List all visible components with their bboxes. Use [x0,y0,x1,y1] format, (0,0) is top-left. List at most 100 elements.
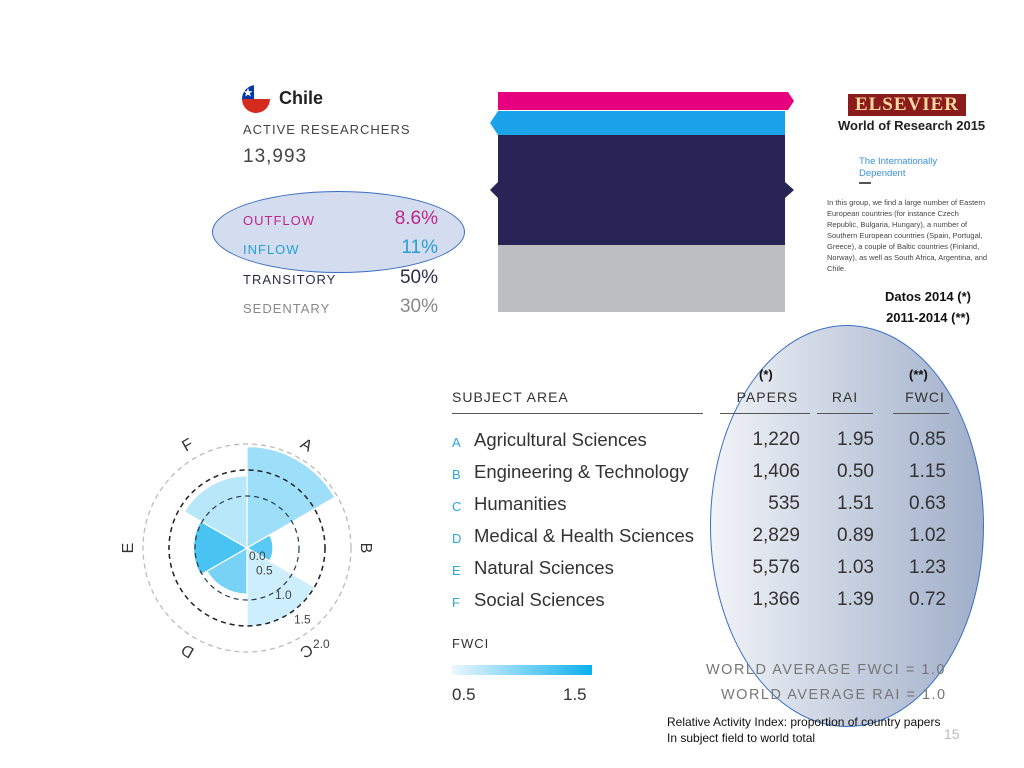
source-title: World of Research 2015 [838,118,986,133]
mobility-bar-transitory [490,135,794,245]
row-rai: 1.95 [837,429,874,450]
row-rai: 0.89 [837,525,874,546]
row-letter: F [452,595,460,610]
category-label-f: F [179,436,196,456]
rai-note-line: In subject field to world total [667,731,816,745]
header-rule [893,413,949,414]
flow-highlight-ellipse [212,191,465,273]
row-letter: D [452,531,462,546]
subject-area-header: SUBJECT AREA [452,389,569,405]
category-label-b: B [357,543,374,554]
category-label-d: D [179,640,198,661]
elsevier-logo: ELSEVIER [848,94,966,116]
row-rai: 1.39 [837,589,874,610]
mobility-bar-sedentary [498,245,785,312]
fwci-marker: (**) [909,367,928,382]
row-rai: 1.03 [837,557,874,578]
polar-sector-e [192,520,249,576]
table-row: D Medical & Health Sciences 2,829 0.89 1… [452,525,952,553]
flow-row-outflow: OUTFLOW 8.6% [243,204,438,230]
row-subject: Engineering & Technology [474,461,689,482]
flow-label: SEDENTARY [243,301,331,316]
source-subtitle-line: Dependent [859,168,906,179]
flow-value: 8.6% [394,208,438,229]
row-papers: 5,576 [752,557,800,578]
row-fwci: 1.15 [909,461,946,482]
fwci-legend-gradient [452,665,592,675]
row-papers: 1,406 [752,461,800,482]
row-letter: B [452,467,461,482]
polar-sector-f [183,475,248,550]
flow-row-inflow: INFLOW 11% [243,233,438,259]
row-fwci: 0.72 [909,589,946,610]
polar-sector-a [246,445,336,550]
header-rule [817,413,873,414]
active-researchers-value: 13,993 [243,146,308,167]
flow-label: TRANSITORY [243,272,337,287]
row-subject: Medical & Health Sciences [474,525,695,546]
header-rule [720,413,810,414]
row-letter: E [452,563,461,578]
country-name: Chile [279,88,324,108]
radial-tick-label: 1.0 [275,588,292,602]
data-years-line: 2011-2014 (**) [886,310,970,325]
source-paragraph: In this group, we find a large number of… [827,198,988,273]
data-years-line: Datos 2014 (*) [885,289,971,304]
active-researchers-label: ACTIVE RESEARCHERS [243,122,411,137]
table-row: C Humanities 535 1.51 0.63 [452,493,952,521]
source-subtitle: The Internationally Dependent [859,156,959,180]
row-fwci: 1.23 [909,557,946,578]
polar-sector-d [206,546,248,595]
row-rai: 1.51 [837,493,874,514]
mobility-bars-chart [490,92,794,312]
fwci-header: FWCI [905,389,945,405]
rai-definition-note: Relative Activity Index: proportion of c… [667,714,940,746]
source-subtitle-line: The Internationally [859,156,938,167]
row-subject: Humanities [474,493,567,514]
row-fwci: 1.02 [909,525,946,546]
fwci-legend-title: FWCI [452,636,490,651]
flow-label: OUTFLOW [243,213,315,228]
row-fwci: 0.63 [909,493,946,514]
rai-note-line: Relative Activity Index: proportion of c… [667,715,941,729]
row-subject: Natural Sciences [474,557,614,578]
flow-value: 30% [399,296,438,317]
papers-marker: (*) [759,367,773,382]
fwci-legend-max: 1.5 [563,685,587,704]
header-rule [452,413,703,414]
reference-ring [168,469,326,627]
row-papers: 1,220 [752,429,800,450]
subtitle-underline [859,182,871,184]
columns-highlight-ellipse [710,325,984,727]
category-label-e: E [120,543,137,554]
row-rai: 0.50 [837,461,874,482]
chile-flag-icon [242,85,270,113]
flow-row-sedentary: SEDENTARY 30% [243,292,438,318]
row-subject: Agricultural Sciences [474,429,647,450]
radial-tick-label: 0.5 [256,564,273,578]
table-row: A Agricultural Sciences 1,220 1.95 0.85 [452,429,952,457]
fwci-legend-min: 0.5 [452,685,476,704]
papers-header: PAPERS [736,389,799,405]
row-letter: A [452,435,461,450]
flow-row-transitory: TRANSITORY 50% [243,263,438,289]
radial-tick-label: 1.5 [294,613,311,627]
table-row: F Social Sciences 1,366 1.39 0.72 [452,589,952,617]
radial-grid-ring [142,443,352,653]
world-average-fwci: WORLD AVERAGE FWCI = 1.0 [706,662,946,678]
mobility-bar-inflow [490,111,785,135]
radial-tick-label: 2.0 [313,637,330,651]
category-label-a: A [297,436,315,456]
flow-value: 11% [401,237,438,258]
rai-header: RAI [831,389,859,405]
flow-value: 50% [399,267,438,288]
data-years-note: Datos 2014 (*) 2011-2014 (**) [862,286,994,328]
row-papers: 2,829 [752,525,800,546]
mobility-bar-outflow [498,92,794,110]
page-number: 15 [944,726,960,742]
world-average-rai: WORLD AVERAGE RAI = 1.0 [721,687,947,703]
row-letter: C [452,499,462,514]
table-row: B Engineering & Technology 1,406 0.50 1.… [452,461,952,489]
row-papers: 535 [768,493,800,514]
